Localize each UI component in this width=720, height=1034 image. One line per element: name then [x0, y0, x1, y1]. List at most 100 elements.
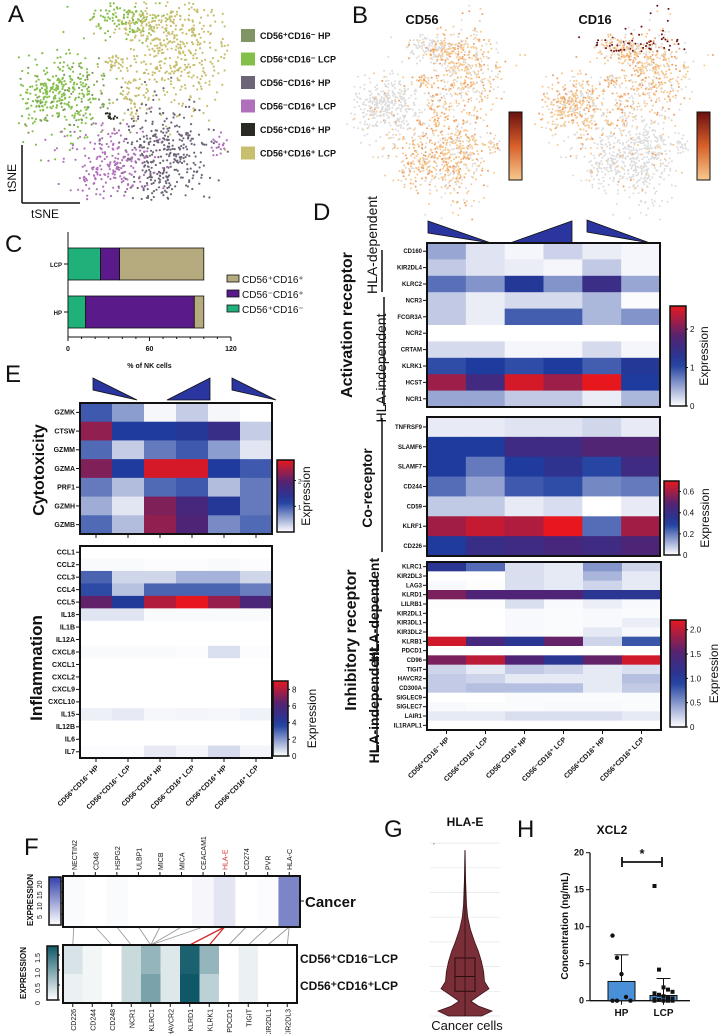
- expression-point: [562, 86, 565, 89]
- tsne-point: [105, 142, 108, 146]
- stacked-bar-segment: [85, 295, 195, 329]
- expression-point: [477, 70, 480, 73]
- expression-point: [449, 71, 452, 73]
- tsne-point: [168, 126, 171, 129]
- expression-point: [580, 94, 583, 97]
- expression-point: [632, 41, 635, 44]
- tsne-point: [180, 70, 183, 73]
- expression-point: [584, 113, 587, 115]
- expression-point: [612, 37, 615, 40]
- expression-point: [460, 28, 463, 31]
- expression-point: [457, 102, 460, 105]
- tsne-point: [111, 19, 114, 22]
- expression-point: [609, 38, 612, 41]
- tsne-point: [105, 9, 108, 12]
- expression-point: [545, 127, 548, 130]
- tsne-point: [68, 87, 71, 90]
- expression-point: [472, 114, 475, 117]
- tsne-point: [51, 85, 54, 88]
- expression-point: [627, 56, 630, 59]
- expression-point: [651, 51, 654, 53]
- tsne-point: [109, 2, 112, 5]
- expression-point: [350, 112, 353, 115]
- expression-point: [451, 142, 454, 145]
- expression-point: [481, 90, 484, 93]
- tsne-point: [116, 147, 119, 150]
- tsne-point: [112, 101, 115, 104]
- tsne-point: [164, 71, 167, 74]
- tsne-point: [39, 109, 42, 112]
- expression-point: [669, 90, 672, 93]
- expression-point: [479, 95, 482, 98]
- tsne-point: [113, 31, 116, 34]
- expression-point: [354, 93, 357, 96]
- expression-point: [387, 79, 390, 82]
- expression-point: [643, 139, 646, 141]
- expression-point: [571, 69, 574, 72]
- expression-point: [667, 7, 670, 10]
- expression-point: [445, 69, 448, 72]
- expression-point: [629, 54, 632, 56]
- tsne-point: [162, 137, 165, 140]
- tsne-point: [163, 168, 166, 171]
- expression-point: [368, 105, 371, 107]
- expression-point: [677, 152, 680, 155]
- expression-point: [552, 98, 555, 101]
- expression-point: [458, 69, 461, 72]
- expression-point: [419, 141, 422, 144]
- tsne-point: [52, 91, 55, 94]
- expression-point: [650, 157, 653, 160]
- tsne-point: [179, 157, 182, 161]
- expression-point: [684, 146, 687, 149]
- tsne-point: [193, 8, 196, 11]
- expression-point: [659, 165, 662, 168]
- expression-point: [373, 108, 376, 111]
- expression-point: [476, 54, 478, 57]
- expression-point: [479, 161, 482, 164]
- expression-point: [393, 102, 396, 105]
- expression-point: [652, 42, 655, 45]
- tsne-point: [109, 4, 112, 8]
- tsne-point: [41, 101, 44, 104]
- expression-point: [656, 10, 659, 13]
- expression-point: [644, 87, 647, 90]
- tsne-point: [44, 95, 47, 98]
- expression-point: [416, 62, 418, 65]
- expression-point: [468, 56, 471, 59]
- expression-point: [652, 163, 655, 166]
- tsne-point: [147, 72, 150, 75]
- expression-point: [600, 152, 602, 155]
- expression-point: [358, 105, 361, 108]
- expression-point: [669, 142, 672, 145]
- tsne-point: [189, 66, 192, 69]
- expression-point: [621, 143, 624, 146]
- expression-point: [639, 52, 642, 55]
- tsne-point: [123, 176, 126, 179]
- expression-point: [460, 91, 463, 94]
- tsne-point: [60, 80, 63, 84]
- tsne-point: [69, 75, 72, 78]
- expression-point: [363, 88, 366, 90]
- expression-point: [436, 112, 438, 115]
- tsne-point: [165, 131, 168, 134]
- expression-point: [383, 69, 386, 72]
- expression-point: [663, 178, 665, 181]
- expression-point: [466, 72, 469, 75]
- tsne-point: [129, 113, 132, 116]
- tsne-point: [107, 172, 110, 175]
- expression-point: [381, 155, 384, 158]
- expression-point: [450, 60, 453, 63]
- expression-point: [449, 52, 451, 55]
- tsne-point: [207, 128, 210, 131]
- expression-point: [619, 100, 622, 103]
- expression-point: [414, 114, 417, 117]
- tsne-point: [95, 170, 98, 174]
- expression-point: [489, 76, 491, 79]
- tsne-point: [175, 13, 178, 16]
- expression-point: [369, 107, 372, 110]
- expression-point: [482, 51, 485, 54]
- expression-point: [428, 141, 431, 144]
- expression-point: [663, 89, 666, 92]
- tsne-point: [35, 84, 38, 87]
- expression-point: [632, 185, 634, 188]
